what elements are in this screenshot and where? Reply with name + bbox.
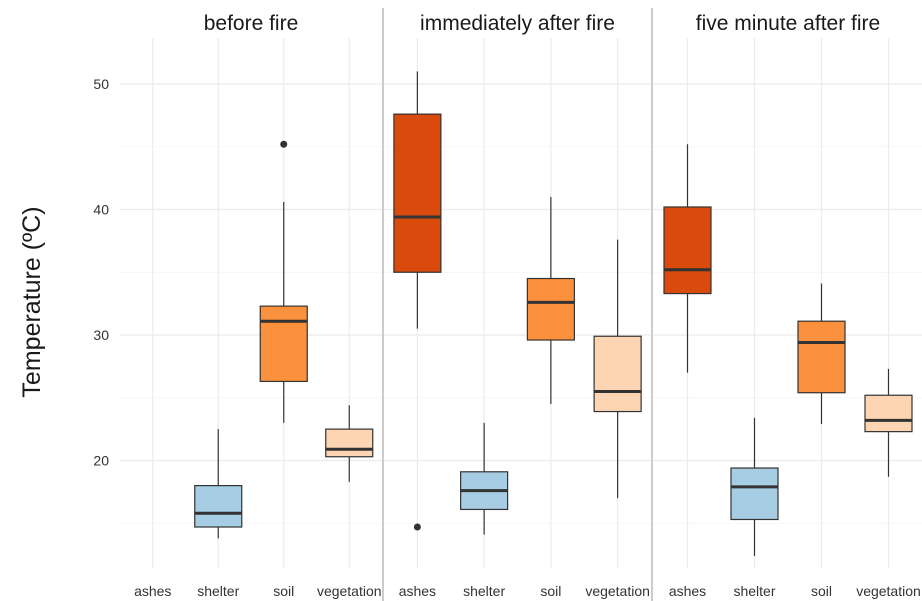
- panel-title-1: before fire: [204, 12, 299, 35]
- box-vegetation: [864, 368, 913, 477]
- box-soil: [259, 140, 308, 423]
- x-tick-label-soil: soil: [540, 583, 561, 599]
- box-iqr: [194, 485, 243, 528]
- box-iqr: [864, 394, 913, 433]
- x-tick-label-soil: soil: [273, 583, 294, 599]
- box-iqr: [325, 428, 374, 458]
- y-axis-title: Temperature (ºC): [18, 206, 46, 397]
- outlier-point: [413, 523, 421, 531]
- box-iqr: [393, 113, 442, 273]
- x-tick-label-shelter: shelter: [733, 583, 775, 599]
- box-ashes: [393, 71, 442, 531]
- text-layer: Temperature (ºC) before fire ashes shelter…: [18, 12, 921, 599]
- box-soil: [797, 283, 846, 425]
- y-tick-label: 20: [93, 453, 109, 469]
- x-tick-label-shelter: shelter: [463, 583, 505, 599]
- outlier-point: [280, 140, 288, 148]
- box-shelter: [730, 417, 779, 556]
- box-iqr: [526, 277, 575, 341]
- y-tick-label: 50: [93, 76, 109, 92]
- x-tick-label-ashes: ashes: [669, 583, 706, 599]
- x-tick-label-soil: soil: [811, 583, 832, 599]
- box-iqr: [593, 335, 642, 413]
- box-ashes: [663, 144, 712, 373]
- box-shelter: [194, 429, 243, 539]
- box-iqr: [730, 467, 779, 521]
- box-vegetation: [325, 405, 374, 482]
- box-soil: [526, 196, 575, 405]
- x-tick-label-shelter: shelter: [197, 583, 239, 599]
- x-tick-label-vegetation: vegetation: [856, 583, 921, 599]
- x-tick-label-vegetation: vegetation: [585, 583, 650, 599]
- y-tick-label: 30: [93, 327, 109, 343]
- box-iqr: [663, 206, 712, 295]
- x-tick-label-vegetation: vegetation: [317, 583, 382, 599]
- box-vegetation: [593, 239, 642, 499]
- box-shelter: [460, 422, 509, 535]
- box-iqr: [259, 305, 308, 383]
- x-tick-label-ashes: ashes: [134, 583, 171, 599]
- panel-dividers: [382, 8, 653, 601]
- panel-title-2: immediately after fire: [420, 12, 615, 35]
- y-tick-label: 40: [93, 202, 109, 218]
- box-layer: [194, 71, 913, 556]
- x-tick-label-ashes: ashes: [399, 583, 436, 599]
- panel-title-3: five minute after fire: [696, 12, 880, 35]
- box-iqr: [797, 320, 846, 394]
